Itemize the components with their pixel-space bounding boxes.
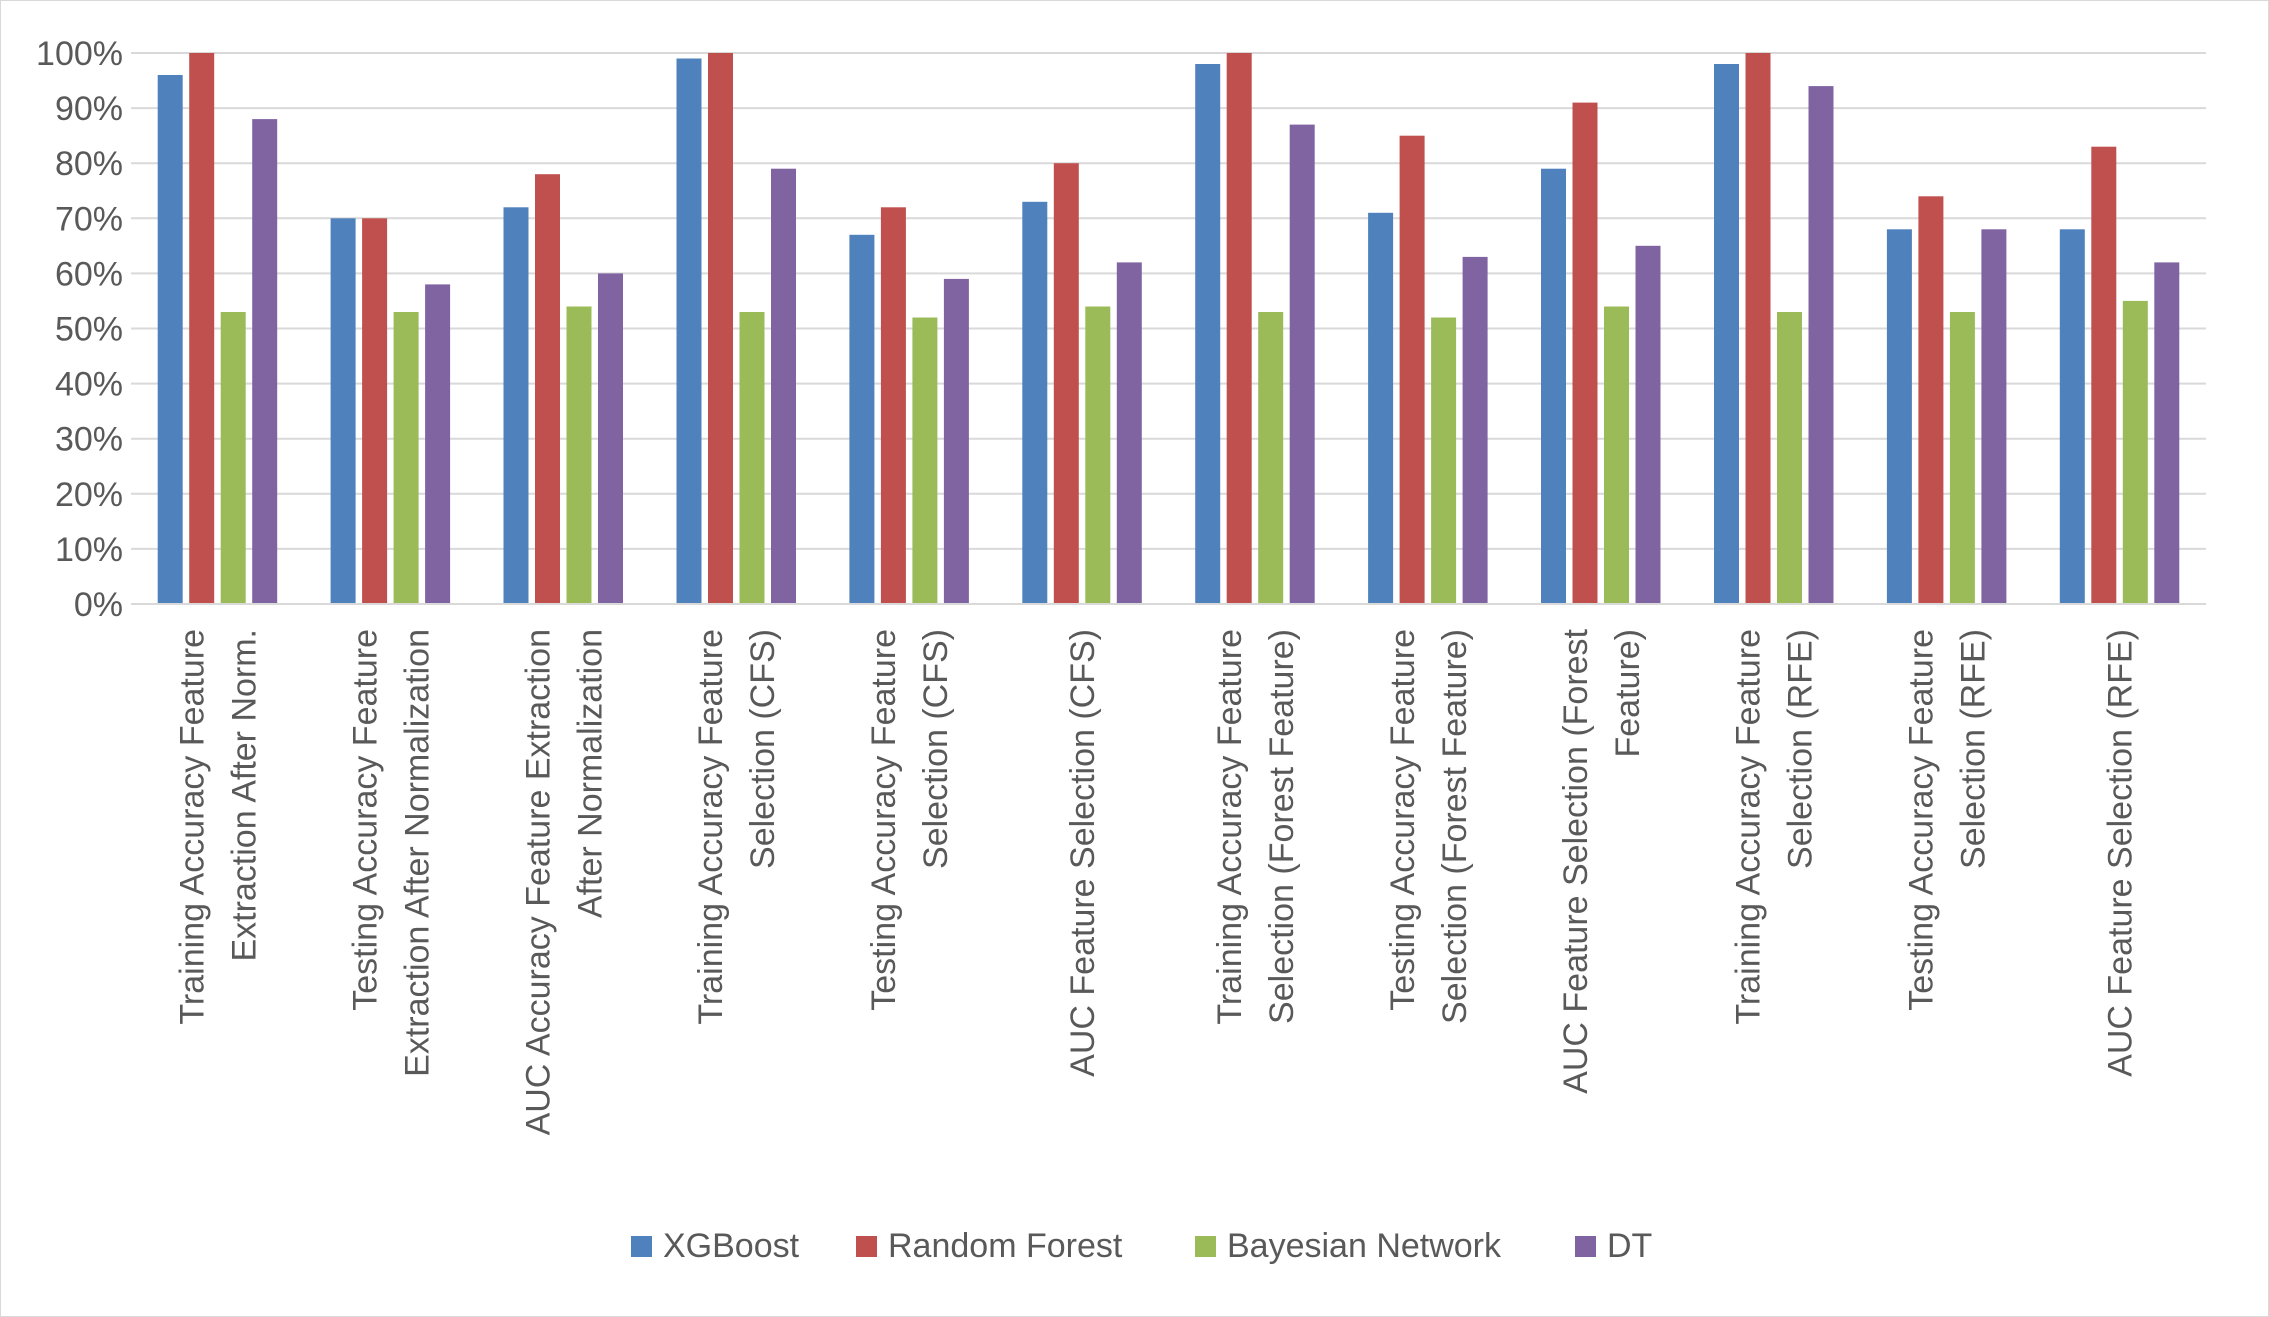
bar-bayesian-network: [912, 317, 938, 604]
y-tick-label: 70%: [55, 200, 123, 238]
bar-bayesian-network: [739, 312, 765, 604]
bar-bayesian-network: [220, 312, 246, 604]
x-category-label: Training Accuracy Feature: [174, 629, 212, 1025]
bar-bayesian-network: [1777, 312, 1802, 604]
bar-dt: [771, 168, 796, 604]
bar-dt: [1808, 86, 1834, 605]
legend-swatch: [1575, 1236, 1596, 1257]
x-category-label: Testing Accuracy Feature: [346, 629, 384, 1011]
bar-dt: [598, 273, 623, 604]
bar-bayesian-network: [1258, 312, 1284, 604]
bar-dt: [1462, 256, 1488, 604]
x-axis-categories: Training Accuracy Feature Extraction Afte…: [174, 628, 2140, 1135]
y-tick-label: 10%: [55, 531, 123, 569]
x-category-label: Selection (CFS): [917, 629, 955, 869]
x-category-label: Extraction After Norm.: [226, 629, 264, 962]
bar-dt: [252, 119, 278, 604]
bar-xgboost: [1195, 64, 1221, 604]
legend-label: DT: [1607, 1227, 1652, 1265]
bar-random-forest: [189, 53, 215, 604]
legend-swatch: [856, 1236, 877, 1257]
x-category-label: AUC Feature Selection (Forest: [1557, 628, 1595, 1093]
x-category-label: Testing Accuracy Feature: [865, 629, 903, 1011]
y-tick-label: 80%: [55, 145, 123, 183]
bar-random-forest: [535, 174, 560, 604]
x-category-label: Feature): [1609, 629, 1647, 758]
x-category-label: Selection (Forest Feature): [1263, 629, 1301, 1024]
x-category-label: After Normalization: [571, 629, 609, 918]
y-tick-label: 90%: [55, 90, 123, 128]
bar-dt: [425, 284, 451, 604]
bar-xgboost: [1368, 212, 1394, 605]
x-category-label: AUC Feature Selection (RFE): [2102, 629, 2140, 1077]
y-tick-label: 60%: [55, 255, 123, 293]
x-category-label: Selection (RFE): [1955, 629, 1993, 869]
x-category-label: AUC Feature Selection (CFS): [1064, 629, 1102, 1077]
bar-xgboost: [1022, 201, 1048, 605]
gridlines: [131, 52, 2206, 550]
bar-xgboost: [849, 234, 875, 605]
bar-random-forest: [1226, 53, 1252, 604]
bar-bayesian-network: [393, 312, 419, 604]
x-category-label: Selection (Forest Feature): [1436, 629, 1474, 1024]
bar-dt: [1635, 245, 1661, 605]
bars: [157, 53, 2180, 605]
bar-bayesian-network: [566, 306, 592, 604]
bar-xgboost: [1886, 229, 1912, 605]
bar-dt: [1289, 124, 1315, 604]
bar-bayesian-network: [1949, 312, 1975, 604]
y-tick-label: 100%: [36, 35, 123, 73]
x-category-label: Extraction After Normalization: [398, 629, 436, 1077]
bar-xgboost: [157, 75, 183, 604]
bar-random-forest: [1053, 163, 1079, 604]
bar-bayesian-network: [2122, 300, 2148, 604]
bar-xgboost: [503, 207, 529, 605]
bar-xgboost: [676, 58, 702, 604]
bar-dt: [2154, 262, 2180, 604]
x-category-label: Testing Accuracy Feature: [1384, 629, 1422, 1011]
bar-random-forest: [880, 207, 906, 605]
x-category-label: Testing Accuracy Feature: [1903, 629, 1941, 1011]
y-tick-label: 20%: [55, 476, 123, 514]
x-category-label: Training Accuracy Feature: [692, 629, 730, 1025]
y-tick-label: 0%: [74, 586, 123, 624]
bar-bayesian-network: [1604, 306, 1629, 604]
bar-random-forest: [708, 53, 733, 604]
legend-swatch: [1195, 1236, 1216, 1257]
x-category-label: Selection (RFE): [1782, 629, 1820, 869]
bar-dt: [1116, 262, 1142, 604]
x-category-label: AUC Accuracy Feature Extraction: [519, 629, 557, 1135]
x-category-label: Selection (CFS): [744, 629, 782, 869]
legend: XGBoost Random Forest Bayesian Network DT: [631, 1227, 1652, 1265]
x-category-label: Training Accuracy Feature: [1730, 629, 1768, 1025]
y-tick-label: 50%: [55, 311, 123, 349]
bar-xgboost: [1541, 168, 1566, 604]
bar-xgboost: [330, 218, 356, 605]
bar-bayesian-network: [1085, 306, 1111, 604]
bar-random-forest: [2091, 146, 2117, 604]
y-tick-label: 40%: [55, 366, 123, 404]
y-tick-label: 30%: [55, 421, 123, 459]
bar-random-forest: [1572, 102, 1598, 604]
y-axis-ticks: 0% 10% 20% 30% 40% 50% 60% 70% 80% 90% 100%: [36, 35, 123, 624]
legend-label: Random Forest: [888, 1227, 1123, 1265]
bar-dt: [1981, 229, 2007, 605]
bar-random-forest: [362, 218, 388, 605]
bar-bayesian-network: [1431, 317, 1457, 604]
bar-random-forest: [1745, 53, 1771, 604]
bar-random-forest: [1918, 196, 1944, 605]
bar-xgboost: [2059, 229, 2085, 605]
bar-xgboost: [1714, 64, 1739, 604]
x-category-label: Training Accuracy Feature: [1211, 629, 1249, 1025]
legend-swatch: [631, 1236, 652, 1257]
bar-random-forest: [1399, 135, 1425, 604]
legend-label: Bayesian Network: [1227, 1227, 1502, 1265]
bar-dt: [943, 278, 969, 604]
legend-label: XGBoost: [663, 1227, 800, 1265]
